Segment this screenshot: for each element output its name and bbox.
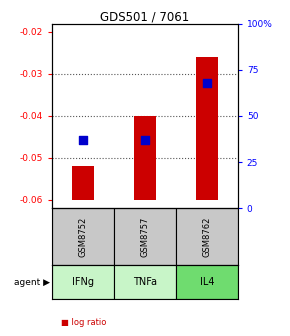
Point xyxy=(204,80,209,85)
Text: GSM8762: GSM8762 xyxy=(202,217,211,257)
Bar xyxy=(52,265,114,299)
Point xyxy=(143,137,147,142)
Bar xyxy=(134,116,156,200)
Text: ■ log ratio: ■ log ratio xyxy=(61,318,106,327)
Bar xyxy=(196,57,218,200)
Text: TNFa: TNFa xyxy=(133,277,157,287)
Text: IFNg: IFNg xyxy=(72,277,94,287)
Bar xyxy=(114,208,176,265)
Bar xyxy=(176,208,238,265)
Text: agent ▶: agent ▶ xyxy=(14,278,50,287)
Text: GSM8757: GSM8757 xyxy=(140,217,150,257)
Text: GSM8752: GSM8752 xyxy=(79,217,88,257)
Text: IL4: IL4 xyxy=(200,277,214,287)
Bar xyxy=(114,265,176,299)
Text: GDS501 / 7061: GDS501 / 7061 xyxy=(100,10,190,23)
Bar xyxy=(72,166,94,200)
Point xyxy=(81,137,86,142)
Bar xyxy=(176,265,238,299)
Bar xyxy=(52,208,114,265)
